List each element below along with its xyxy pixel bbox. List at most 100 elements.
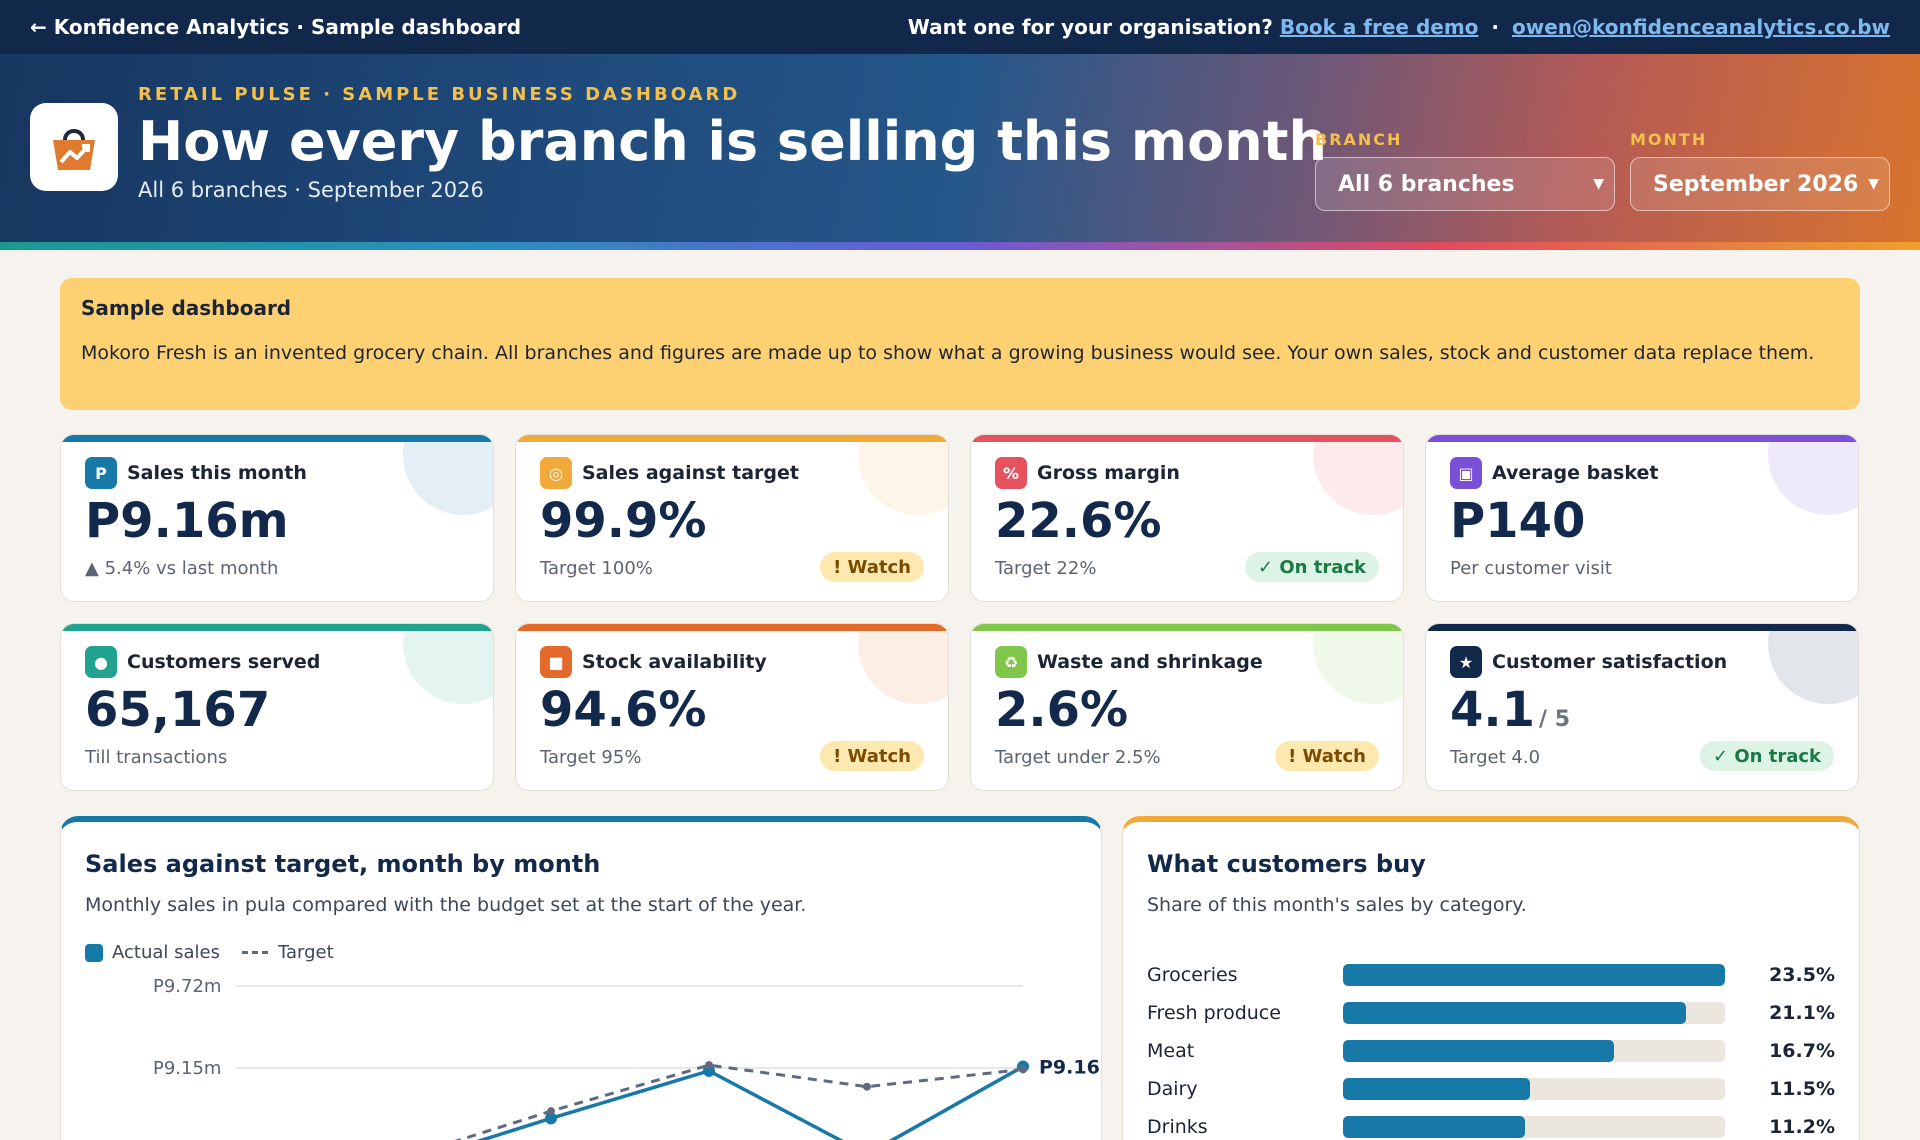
- kpi-value: 2.6%: [995, 682, 1128, 738]
- kpi-title: Sales this month: [127, 462, 307, 484]
- page-title: How every branch is selling this month: [138, 110, 1327, 173]
- kpi-title: Waste and shrinkage: [1037, 651, 1263, 673]
- branch-label: BRANCH: [1315, 130, 1403, 149]
- kpi-note: Target 95%: [540, 747, 642, 768]
- decorative-circle: [858, 435, 948, 515]
- sales-target-panel: Sales against target, month by month Mon…: [60, 816, 1102, 1140]
- kpi-note: Target under 2.5%: [995, 747, 1161, 768]
- kpi-value-text: 22.6%: [995, 493, 1162, 549]
- category-row: Fresh produce 21.1%: [1147, 998, 1847, 1028]
- branch-value: All 6 branches: [1338, 171, 1515, 197]
- kpi-note: Per customer visit: [1450, 558, 1612, 579]
- demo-prompt: Want one for your organisation?: [907, 15, 1273, 39]
- category-row: Meat 16.7%: [1147, 1036, 1847, 1066]
- eyebrow: RETAIL PULSE · SAMPLE BUSINESS DASHBOARD: [138, 84, 741, 105]
- kpi-accent-bar: [516, 435, 948, 442]
- category-bar[interactable]: [1343, 964, 1725, 986]
- actual-sales-point[interactable]: [545, 1112, 557, 1125]
- book-demo-link[interactable]: Book a free demo: [1279, 15, 1479, 39]
- target-point[interactable]: [1019, 1065, 1027, 1074]
- data-label: P9.16m: [1039, 1057, 1101, 1079]
- panel-title: Sales against target, month by month: [85, 850, 601, 878]
- sales-line-chart: P9.72m P9.15m P9.16m: [153, 976, 1101, 1140]
- notice-body: Mokoro Fresh is an invented grocery chai…: [81, 342, 1815, 364]
- kpi-title: Stock availability: [582, 651, 767, 673]
- kpi-header: ◎ Sales against target: [540, 457, 799, 489]
- chart-legend: Actual sales Target: [85, 942, 334, 963]
- kpi-value-suffix: / 5: [1539, 707, 1571, 732]
- kpi-accent-bar: [61, 624, 493, 631]
- status-badge: ! Watch: [1275, 741, 1379, 771]
- kpi-header: ▣ Average basket: [1450, 457, 1658, 489]
- chevron-down-icon: ▼: [1868, 176, 1879, 192]
- category-row: Dairy 11.5%: [1147, 1074, 1847, 1104]
- category-name: Dairy: [1147, 1078, 1198, 1100]
- category-percent: 11.5%: [1769, 1078, 1835, 1100]
- decorative-circle: [1313, 624, 1403, 704]
- status-badge: ! Watch: [820, 741, 924, 771]
- demo-cta: Want one for your organisation? Book a f…: [908, 15, 1890, 39]
- category-bar-track: [1343, 1040, 1725, 1062]
- panel-description: Share of this month's sales by category.: [1147, 894, 1527, 916]
- kpi-icon: %: [995, 457, 1027, 489]
- category-name: Groceries: [1147, 964, 1238, 986]
- category-bar[interactable]: [1343, 1078, 1530, 1100]
- target-point[interactable]: [863, 1082, 871, 1091]
- kpi-note: Target 22%: [995, 558, 1097, 579]
- kpi-icon: ●: [85, 646, 117, 678]
- category-percent: 11.2%: [1769, 1116, 1835, 1138]
- kpi-title: Gross margin: [1037, 462, 1180, 484]
- kpi-title: Sales against target: [582, 462, 799, 484]
- kpi-card: ♻ Waste and shrinkage 2.6% Target under 2.5…: [970, 623, 1404, 791]
- target-point[interactable]: [705, 1061, 713, 1070]
- kpi-header: P Sales this month: [85, 457, 307, 489]
- kpi-header: ★ Customer satisfaction: [1450, 646, 1727, 678]
- kpi-accent-bar: [1426, 624, 1858, 631]
- category-panel: What customers buy Share of this month's…: [1122, 816, 1860, 1140]
- kpi-value-text: P9.16m: [85, 493, 289, 549]
- panel-title: What customers buy: [1147, 850, 1426, 878]
- category-bar[interactable]: [1343, 1040, 1615, 1062]
- kpi-header: % Gross margin: [995, 457, 1180, 489]
- kpi-accent-bar: [516, 624, 948, 631]
- legend-target-swatch: [241, 951, 268, 954]
- kpi-title: Average basket: [1492, 462, 1659, 484]
- category-bar-track: [1343, 1078, 1725, 1100]
- kpi-note: Target 100%: [540, 558, 653, 579]
- back-link[interactable]: ← Konfidence Analytics · Sample dashboar…: [30, 15, 522, 39]
- month-filter: MONTH September 2026 ▼: [1630, 130, 1890, 211]
- legend-target: Target: [277, 942, 334, 963]
- kpi-note: Target 4.0: [1450, 747, 1541, 768]
- kpi-icon: ♻: [995, 646, 1027, 678]
- category-percent: 23.5%: [1769, 964, 1835, 986]
- kpi-header: ♻ Waste and shrinkage: [995, 646, 1263, 678]
- kpi-accent-bar: [61, 435, 493, 442]
- actual-sales-point[interactable]: [703, 1064, 715, 1077]
- decorative-circle: [1313, 435, 1403, 515]
- category-name: Drinks: [1147, 1116, 1208, 1138]
- category-bar[interactable]: [1343, 1002, 1686, 1024]
- kpi-icon: P: [85, 457, 117, 489]
- month-value: September 2026: [1653, 171, 1859, 197]
- email-link[interactable]: owen@konfidenceanalytics.co.bw: [1511, 15, 1890, 39]
- month-select[interactable]: September 2026 ▼: [1630, 157, 1890, 211]
- kpi-value: 99.9%: [540, 493, 707, 549]
- category-bar[interactable]: [1343, 1116, 1526, 1138]
- kpi-icon: ▣: [1450, 457, 1482, 489]
- category-bar-track: [1343, 1116, 1725, 1138]
- page-subtitle: All 6 branches · September 2026: [138, 178, 484, 202]
- y-tick-label: P9.72m: [153, 976, 221, 997]
- decorative-circle: [858, 624, 948, 704]
- kpi-value: 65,167: [85, 682, 270, 738]
- kpi-accent-bar: [1426, 435, 1858, 442]
- target-point[interactable]: [547, 1107, 555, 1116]
- kpi-title: Customers served: [127, 651, 321, 673]
- kpi-value: 94.6%: [540, 682, 707, 738]
- branch-select[interactable]: All 6 branches ▼: [1315, 157, 1615, 211]
- kpi-value-text: 99.9%: [540, 493, 707, 549]
- decorative-circle: [403, 624, 493, 704]
- kpi-accent-bar: [971, 624, 1403, 631]
- category-bar-track: [1343, 1002, 1725, 1024]
- month-label: MONTH: [1630, 130, 1708, 149]
- dashboard-header: RETAIL PULSE · SAMPLE BUSINESS DASHBOARD…: [0, 54, 1920, 250]
